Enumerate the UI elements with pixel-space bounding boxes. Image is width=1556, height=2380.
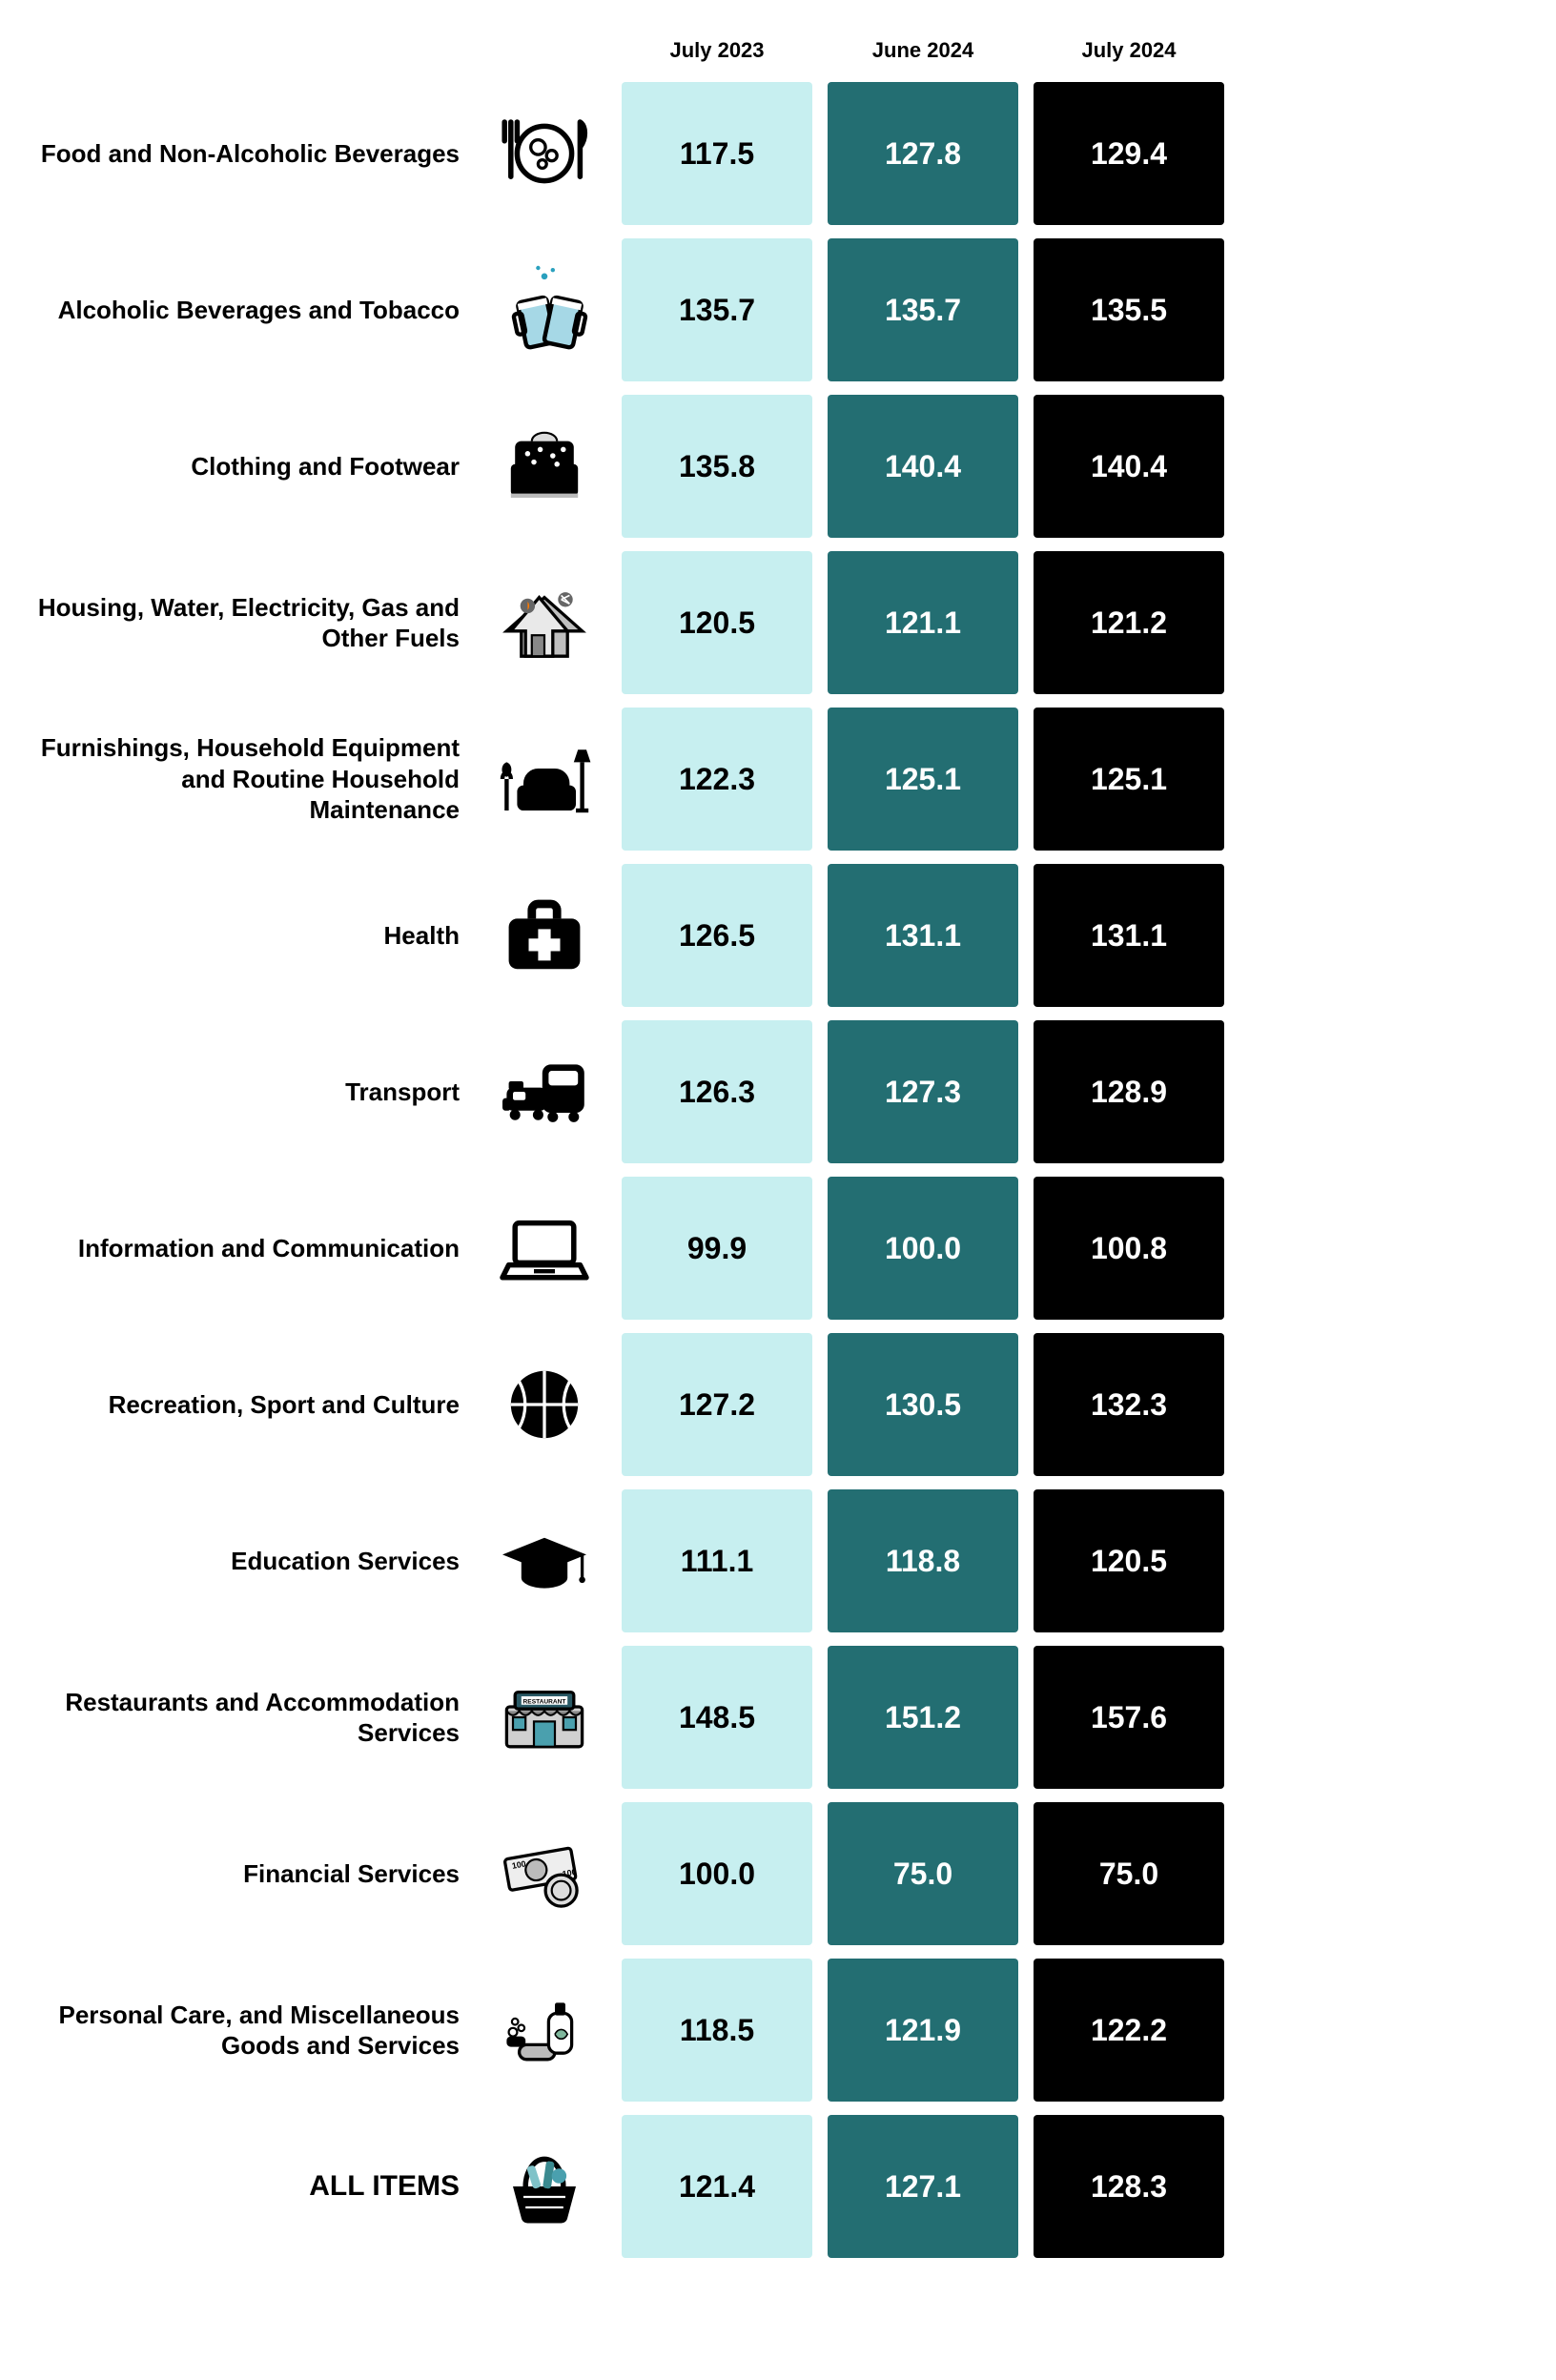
basket-icon bbox=[482, 2115, 606, 2258]
value-cell: 100.8 bbox=[1034, 1177, 1224, 1320]
category-label: Transport bbox=[29, 1020, 467, 1163]
value-cell: 125.1 bbox=[1034, 708, 1224, 851]
value-cell: 75.0 bbox=[1034, 1802, 1224, 1945]
beer-icon bbox=[482, 238, 606, 381]
health-icon bbox=[482, 864, 606, 1007]
column-header: June 2024 bbox=[828, 38, 1018, 69]
category-label: Food and Non-Alcoholic Beverages bbox=[29, 82, 467, 225]
restaurant-icon bbox=[482, 1646, 606, 1789]
sofa-icon bbox=[482, 708, 606, 851]
value-cell: 118.5 bbox=[622, 1959, 812, 2102]
value-cell: 127.1 bbox=[828, 2115, 1018, 2258]
value-cell: 157.6 bbox=[1034, 1646, 1224, 1789]
value-cell: 132.3 bbox=[1034, 1333, 1224, 1476]
category-label: Health bbox=[29, 864, 467, 1007]
category-label: ALL ITEMS bbox=[29, 2115, 467, 2258]
grad-icon bbox=[482, 1489, 606, 1632]
value-cell: 135.8 bbox=[622, 395, 812, 538]
value-cell: 130.5 bbox=[828, 1333, 1018, 1476]
category-label: Personal Care, and Miscellaneous Goods a… bbox=[29, 1959, 467, 2102]
value-cell: 131.1 bbox=[828, 864, 1018, 1007]
value-cell: 111.1 bbox=[622, 1489, 812, 1632]
food-icon bbox=[482, 82, 606, 225]
value-cell: 135.7 bbox=[622, 238, 812, 381]
value-cell: 140.4 bbox=[828, 395, 1018, 538]
category-label: Education Services bbox=[29, 1489, 467, 1632]
value-cell: 100.0 bbox=[828, 1177, 1018, 1320]
value-cell: 127.3 bbox=[828, 1020, 1018, 1163]
value-cell: 117.5 bbox=[622, 82, 812, 225]
value-cell: 122.3 bbox=[622, 708, 812, 851]
value-cell: 99.9 bbox=[622, 1177, 812, 1320]
personalcare-icon bbox=[482, 1959, 606, 2102]
ball-icon bbox=[482, 1333, 606, 1476]
value-cell: 118.8 bbox=[828, 1489, 1018, 1632]
category-label: Clothing and Footwear bbox=[29, 395, 467, 538]
value-cell: 100.0 bbox=[622, 1802, 812, 1945]
value-cell: 121.1 bbox=[828, 551, 1018, 694]
category-label: Information and Communication bbox=[29, 1177, 467, 1320]
category-label: Furnishings, Household Equipment and Rou… bbox=[29, 708, 467, 851]
value-cell: 151.2 bbox=[828, 1646, 1018, 1789]
category-label: Housing, Water, Electricity, Gas and Oth… bbox=[29, 551, 467, 694]
value-cell: 126.3 bbox=[622, 1020, 812, 1163]
value-cell: 131.1 bbox=[1034, 864, 1224, 1007]
value-cell: 120.5 bbox=[1034, 1489, 1224, 1632]
category-label: Recreation, Sport and Culture bbox=[29, 1333, 467, 1476]
category-label: Restaurants and Accommodation Services bbox=[29, 1646, 467, 1789]
value-cell: 121.2 bbox=[1034, 551, 1224, 694]
laptop-icon bbox=[482, 1177, 606, 1320]
clothes-icon bbox=[482, 395, 606, 538]
cpi-table: July 2023 June 2024 July 2024 Food and Non-… bbox=[29, 38, 1527, 2258]
value-cell: 128.9 bbox=[1034, 1020, 1224, 1163]
value-cell: 122.2 bbox=[1034, 1959, 1224, 2102]
transport-icon bbox=[482, 1020, 606, 1163]
value-cell: 120.5 bbox=[622, 551, 812, 694]
category-label: Alcoholic Beverages and Tobacco bbox=[29, 238, 467, 381]
money-icon bbox=[482, 1802, 606, 1945]
column-header: July 2024 bbox=[1034, 38, 1224, 69]
category-label: Financial Services bbox=[29, 1802, 467, 1945]
value-cell: 128.3 bbox=[1034, 2115, 1224, 2258]
value-cell: 129.4 bbox=[1034, 82, 1224, 225]
value-cell: 140.4 bbox=[1034, 395, 1224, 538]
value-cell: 135.5 bbox=[1034, 238, 1224, 381]
value-cell: 127.8 bbox=[828, 82, 1018, 225]
value-cell: 75.0 bbox=[828, 1802, 1018, 1945]
house-icon bbox=[482, 551, 606, 694]
value-cell: 126.5 bbox=[622, 864, 812, 1007]
value-cell: 127.2 bbox=[622, 1333, 812, 1476]
value-cell: 121.9 bbox=[828, 1959, 1018, 2102]
value-cell: 125.1 bbox=[828, 708, 1018, 851]
column-header: July 2023 bbox=[622, 38, 812, 69]
value-cell: 121.4 bbox=[622, 2115, 812, 2258]
value-cell: 135.7 bbox=[828, 238, 1018, 381]
value-cell: 148.5 bbox=[622, 1646, 812, 1789]
